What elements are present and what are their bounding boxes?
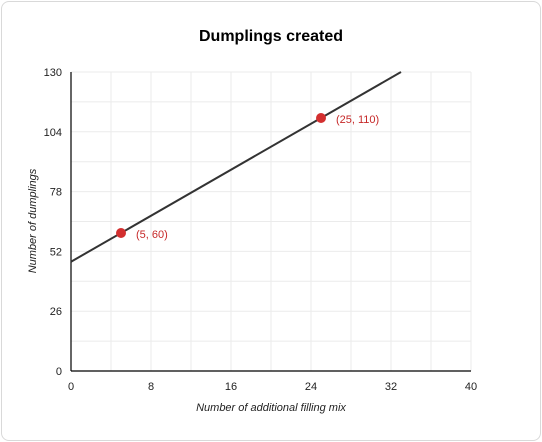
- data-point-label: (5, 60): [136, 229, 168, 241]
- y-tick-label: 26: [50, 306, 62, 318]
- data-point: [316, 113, 326, 123]
- y-tick-label: 52: [50, 246, 62, 258]
- series: (5, 60) (25, 110): [70, 71, 402, 263]
- x-tick-label: 0: [68, 381, 74, 393]
- data-point: [116, 228, 126, 238]
- x-tick-label: 24: [305, 381, 317, 393]
- tick-labels: 0 8 16 24 32 40 0 26 52 78 104 130: [44, 67, 477, 393]
- x-axis-label: Number of additional filling mix: [196, 402, 346, 414]
- x-tick-label: 32: [385, 381, 397, 393]
- y-tick-label: 130: [44, 67, 62, 79]
- x-tick-label: 40: [465, 381, 477, 393]
- chart-title: Dumplings created: [199, 28, 343, 45]
- data-point-label: (25, 110): [336, 114, 379, 126]
- y-tick-label: 0: [56, 366, 62, 378]
- axes: [70, 72, 471, 372]
- grid: [70, 71, 472, 372]
- x-tick-label: 8: [148, 381, 154, 393]
- y-tick-label: 78: [50, 187, 62, 199]
- y-axis-label: Number of dumplings: [27, 168, 39, 273]
- y-tick-label: 104: [44, 127, 62, 139]
- x-tick-label: 16: [225, 381, 237, 393]
- trend-line: [70, 71, 402, 263]
